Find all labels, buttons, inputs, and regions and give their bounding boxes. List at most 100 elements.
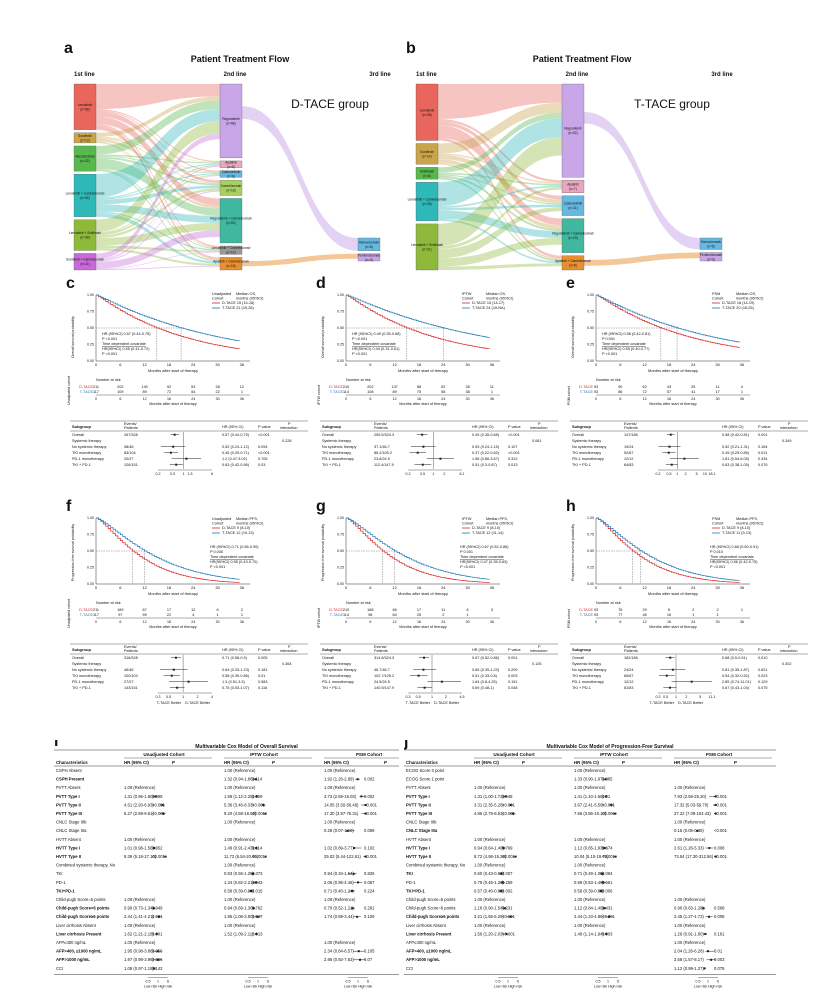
table-col-head: P [172,760,175,765]
forest-row-events: 102.7/105.2 [374,674,394,678]
sankey-node [415,223,439,271]
sankey-flow [96,156,220,186]
forest-col-hr: HR (95% CI) [722,425,744,429]
table-cell: 1.00 (Reference) [474,897,506,902]
km-curve-d-tace [96,517,240,583]
table-col-head: HR (95% CI) [124,760,149,765]
sankey-flow [438,125,562,226]
forest-row-events: 147/186 [624,433,638,437]
forest-col-subgroup: Subgroup [322,424,341,429]
table-cell: 1.00 (Reference) [224,768,256,773]
forest-col-p: P [788,422,791,426]
sankey-flow [584,252,700,266]
sankey-flow [96,248,220,266]
forest-foot-right: D-TACE Better [678,701,704,705]
risk-d: 12 [240,385,244,389]
table-row-label: AFP>400, ≤1000 ng/mL [406,949,452,954]
table-point [607,915,610,918]
forest-row-events: 126/151 [124,463,138,467]
sankey-node-count: (n=8) [423,174,431,178]
sankey-node-count: (n=38) [422,113,431,117]
sankey-flow [438,172,562,186]
group-label: D-TACE group [291,97,369,111]
table-row-label: CNLC Stage IIIb [56,820,87,825]
y-tick-label: 1.00 [337,293,344,297]
sankey-node-count: (n=3) [707,257,715,261]
sankey-flow [438,174,562,205]
risk-t: 108 [367,390,373,394]
legend-median-sub: months (95%CI) [486,297,514,301]
table-row-label: AFP>400, ≤1000 ng/mL [56,949,102,954]
risk-tick: 12 [393,397,397,401]
legend-median-sub: months (95%CI) [736,297,764,301]
table-cell: 5.27 (2.89-9.61) [124,811,154,816]
table-cell: 0.769 [502,845,513,850]
forest-row-pint: 0.061 [532,439,542,443]
y-tick-label: 0.75 [87,310,94,314]
table-point [604,795,607,798]
y-tick-label: 0.25 [337,343,344,347]
sankey-node [219,257,243,271]
hr-text: HR (95%CI) 0.57 (0.44-0.75) [102,332,151,336]
table-cell: 1.00 (Reference) [124,837,156,842]
table-row-label: PVTT Type III [56,811,82,816]
forest-col-pvalue: P value [258,425,271,429]
legend-cohort: PSM [712,517,720,521]
table-cell: 0.075 [714,966,725,971]
x-tick-label: 36 [740,362,745,367]
table-cell: 10.04 (5.10-19.76) [574,854,609,859]
forest-row-hr: 0.49 (0.29-0.85) [722,451,750,455]
sankey-node-label: Regorafenib [222,117,240,121]
table-cell: 0.01 [714,949,723,954]
table-cell: 1.97 (0.98-3.96) [124,957,154,962]
legend-median-head: Median OS, [736,292,756,296]
table-cell: 1.12 (0.65-1.93) [574,845,604,850]
sankey-flow [96,230,220,269]
table-cell: 0.75 (0.46-1.23) [474,880,504,885]
table-row-label: PD-1 [406,880,416,885]
forest-axis-tick: 0.2 [156,472,161,476]
forest-col-interaction: interaction [780,649,798,653]
risk-tick: 24 [441,397,445,401]
sankey-node-label: Sorafenib [78,134,92,138]
sankey-flow [96,109,220,163]
table-cell: 1.00 (Reference) [674,785,706,790]
forest-col-interaction: interaction [530,649,548,653]
sankey-flow [96,96,220,137]
table-cell: 1.12 (0.84-1.49) [574,906,604,911]
y-axis-label: Overall survival probability [571,316,575,358]
sankey-flow [584,111,700,250]
forest-row-p: 0.013 [508,463,518,467]
table-row-label: PD-1 [56,880,66,885]
table-cell: 3.58 (1.57-8.17) [674,957,704,962]
y-axis-label: Overall survival probability [321,316,325,358]
table-title: Multivariable Cox Model of Overall Survi… [195,744,298,750]
risk-d: 140 [141,385,147,389]
forest-row-events: 259.5/324.3 [374,433,394,437]
forest-point [668,445,671,448]
table-cell: <0.001 [252,811,266,816]
sankey-node-label: Lenvatinib + Sintilimab [69,231,101,235]
table-i-overall-survival: i Multivariable Cox Model of Overall Surv… [54,740,399,988]
forest-row-label: No systemic therapy [322,668,356,672]
sankey-flow [242,106,358,251]
risk-xlabel: Months after start of therapy [399,625,447,629]
table-cell: 1.92 (1.26-2.89) [324,777,354,782]
table-row-label: TKI+PD-1 [406,888,425,893]
forest-row-label: PD-1 monotherapy [322,457,354,461]
risk-d: 2 [692,608,694,612]
km-curve-t-tace [346,294,490,338]
risk-t: 1 [467,613,469,617]
x-tick-label: 6 [119,362,122,367]
table-cell: 17.32 (5.03-59.70) [674,802,709,807]
table-point [262,804,265,806]
table-cell: 1.31 (0.95-1.80) [124,794,154,799]
table-cell: 0.15 (0.05-0.38) [674,828,704,833]
risk-d: 17 [417,608,421,612]
forest-row-events: 46/46 [124,668,134,672]
table-cell: 1.00 (Reference) [674,897,706,902]
table-cell: <0.001 [602,811,616,816]
table-cell: 0.259 [502,880,513,885]
x-tick-label: 12 [142,362,147,367]
